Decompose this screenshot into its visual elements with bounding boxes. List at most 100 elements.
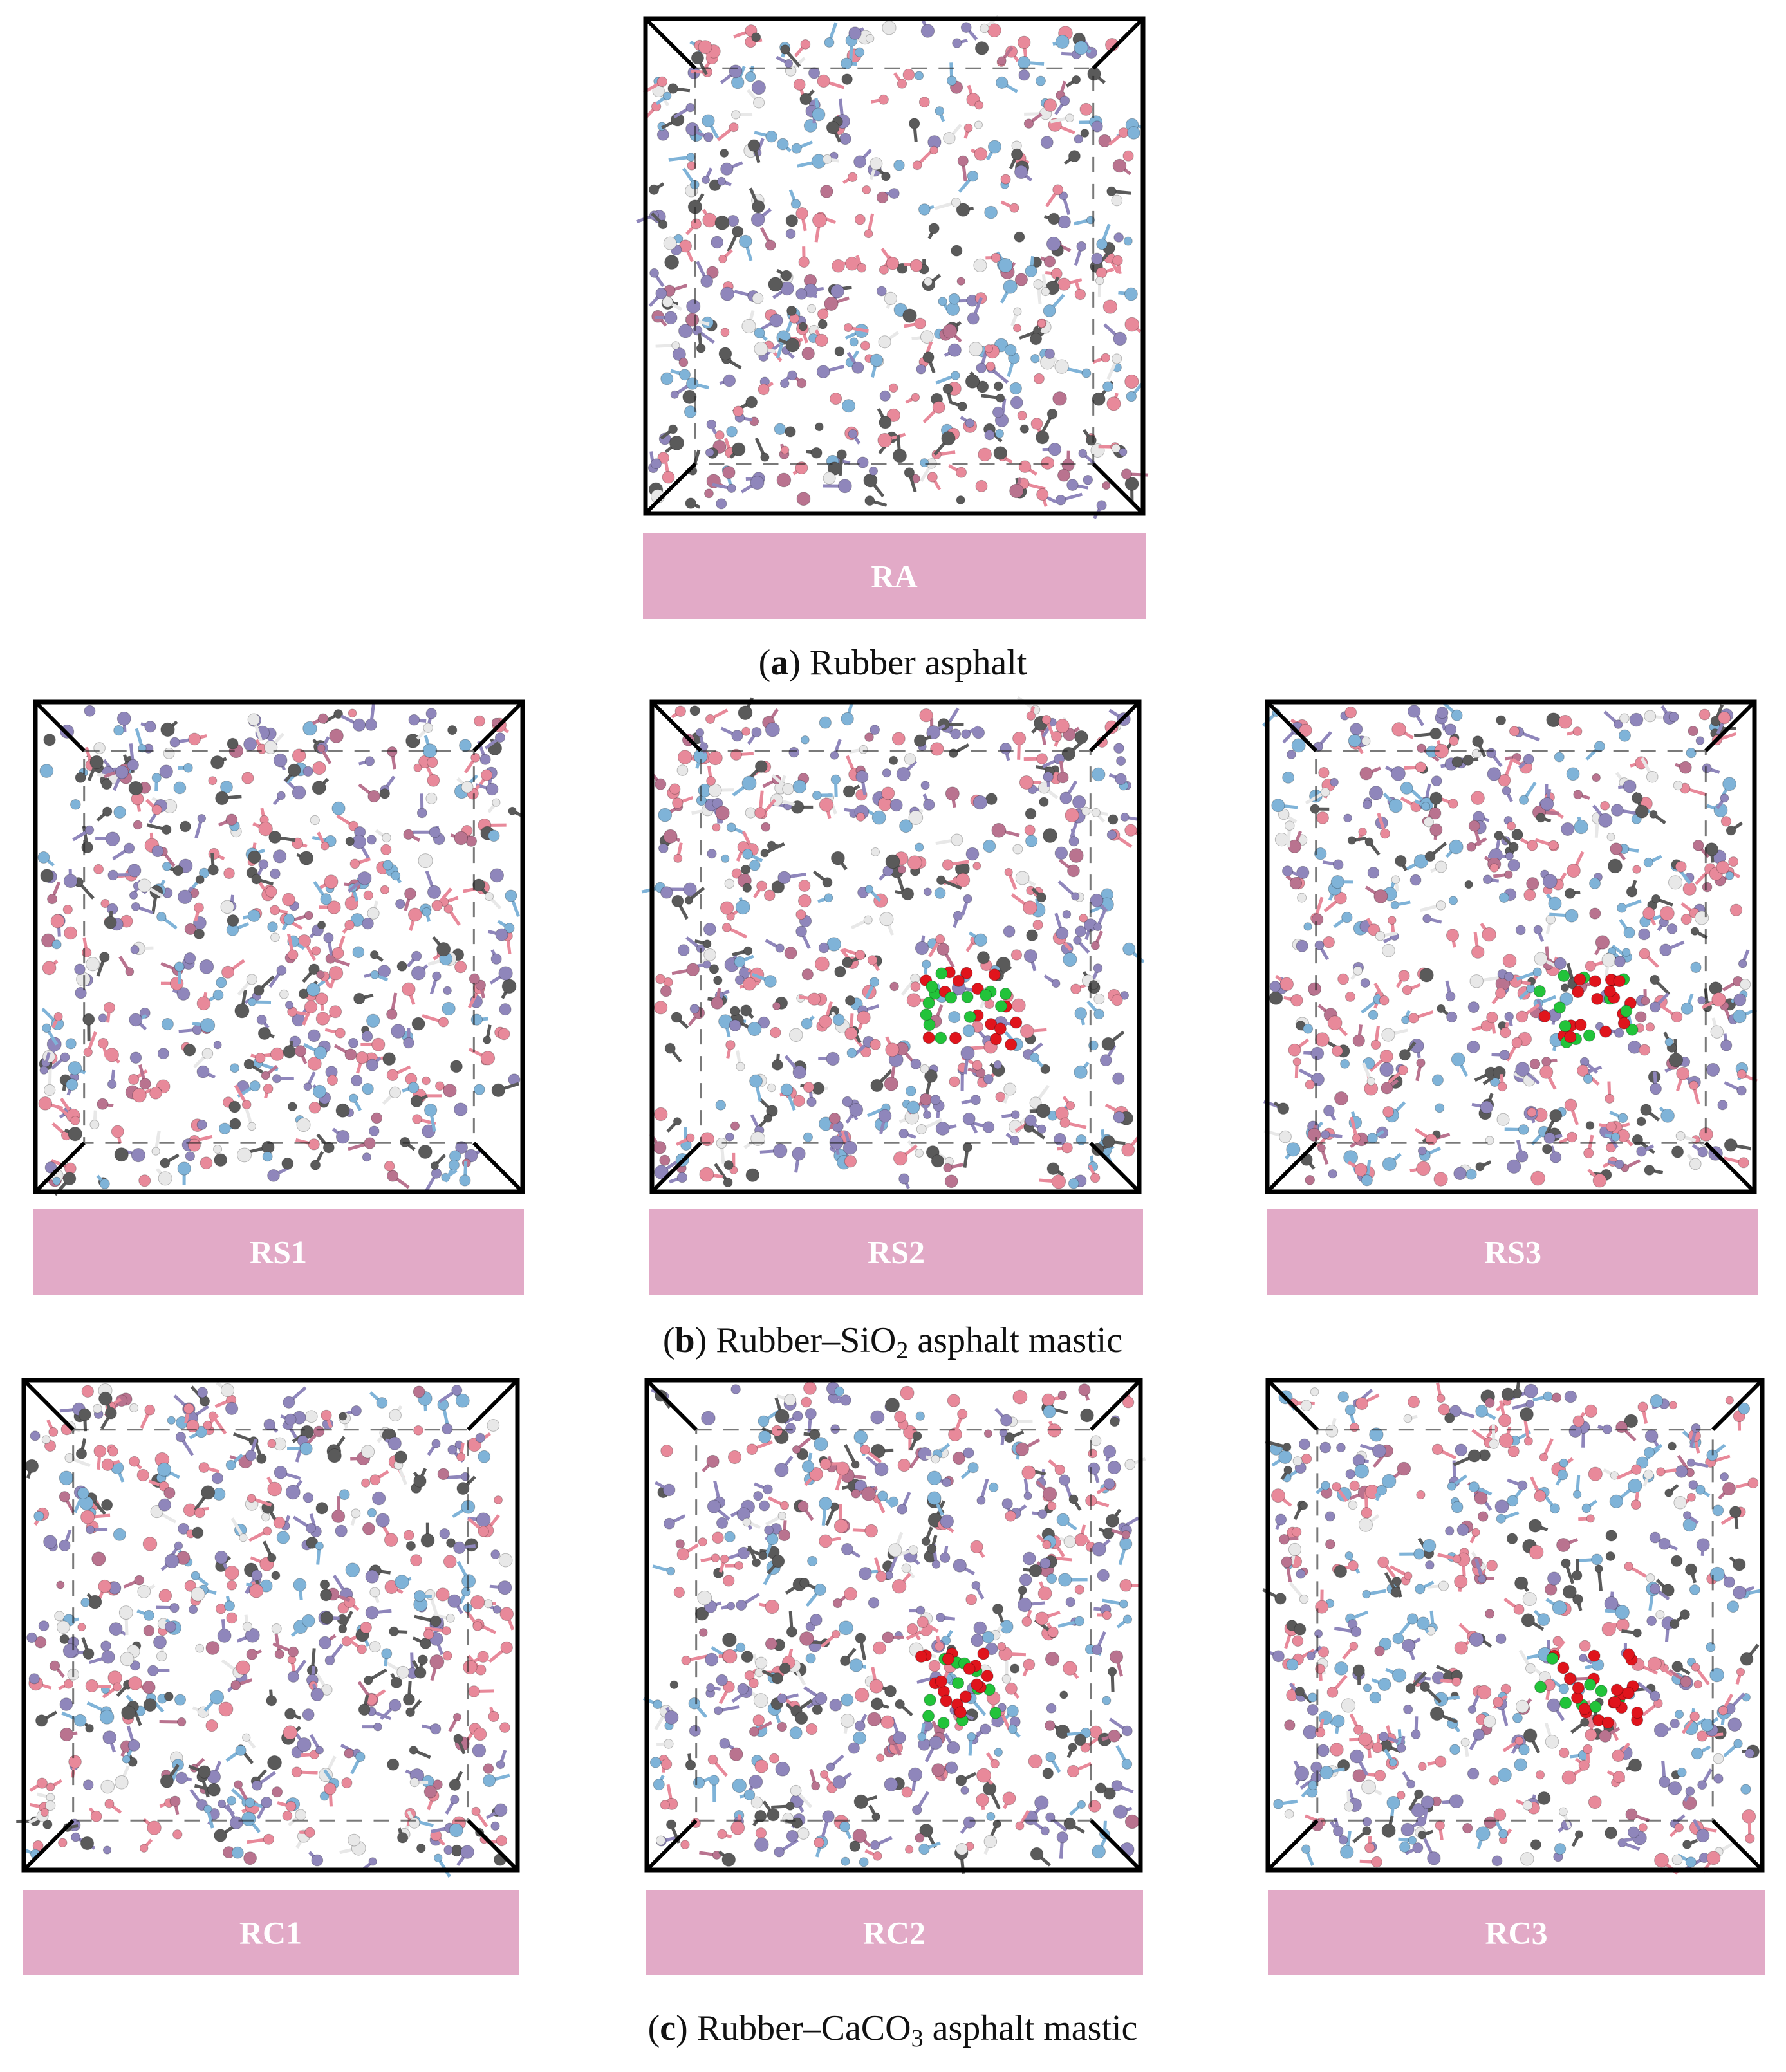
atom xyxy=(266,1695,277,1707)
atom xyxy=(341,1777,353,1789)
atom xyxy=(683,882,697,896)
atom xyxy=(882,1631,894,1643)
atom xyxy=(198,1765,211,1779)
atom xyxy=(985,793,998,805)
atom xyxy=(223,867,235,880)
atom xyxy=(671,341,680,350)
atom xyxy=(1533,925,1543,935)
atom xyxy=(833,1519,848,1533)
atom xyxy=(775,943,785,953)
atom xyxy=(974,41,989,55)
atom xyxy=(806,1723,818,1735)
atom xyxy=(1733,993,1747,1006)
atom xyxy=(371,1037,386,1051)
atom xyxy=(753,1693,768,1708)
label-bar xyxy=(643,533,1146,619)
atom xyxy=(784,1394,797,1407)
atom xyxy=(747,139,761,152)
atom xyxy=(832,1629,841,1639)
atom xyxy=(498,966,513,981)
atom xyxy=(1121,1530,1131,1539)
atom xyxy=(409,1746,418,1755)
atom xyxy=(1010,1110,1020,1120)
atom xyxy=(1014,231,1025,243)
atom xyxy=(121,1705,136,1720)
atom xyxy=(75,1448,88,1459)
atom xyxy=(508,806,517,815)
atom xyxy=(324,874,339,889)
atom xyxy=(194,902,204,913)
atom xyxy=(287,1670,299,1683)
atom xyxy=(1623,779,1637,793)
atom xyxy=(807,304,816,313)
atom xyxy=(1496,1113,1510,1126)
atom xyxy=(1650,974,1660,985)
atom xyxy=(930,742,944,756)
atom xyxy=(1052,391,1067,406)
atom xyxy=(1279,1130,1292,1143)
atom xyxy=(864,495,875,506)
atom xyxy=(1316,811,1329,824)
atom xyxy=(1010,1136,1020,1146)
atom xyxy=(800,39,811,50)
atom xyxy=(1303,1023,1314,1034)
atom xyxy=(160,1158,171,1169)
box-edge xyxy=(33,700,86,752)
atom xyxy=(1074,1065,1088,1079)
atom xyxy=(658,219,668,230)
atom xyxy=(142,1680,156,1694)
atom xyxy=(976,362,987,373)
atom xyxy=(174,1541,183,1551)
atom xyxy=(1668,875,1683,890)
atom xyxy=(348,1037,358,1048)
atom xyxy=(1529,1059,1541,1069)
atom xyxy=(758,384,770,396)
atom xyxy=(442,1626,451,1636)
atom xyxy=(1639,1044,1651,1056)
atom xyxy=(382,833,391,843)
atom xyxy=(774,423,786,435)
atom xyxy=(198,867,210,879)
atom xyxy=(484,892,494,902)
atom xyxy=(1081,806,1091,816)
atom xyxy=(68,1061,82,1075)
atom xyxy=(475,1432,485,1443)
atom xyxy=(714,215,730,230)
atom xyxy=(276,1531,290,1544)
atom xyxy=(860,340,870,351)
atom xyxy=(469,973,480,985)
atom xyxy=(1030,1847,1044,1861)
atom xyxy=(872,1851,882,1861)
atom xyxy=(884,291,897,305)
atom xyxy=(965,374,980,389)
atom xyxy=(1308,982,1321,996)
atom xyxy=(1113,232,1124,243)
atom xyxy=(764,975,777,988)
atom xyxy=(386,1069,399,1082)
atom xyxy=(1706,1062,1720,1077)
atom xyxy=(974,147,988,161)
atom xyxy=(1666,923,1678,934)
atom xyxy=(281,1157,294,1170)
atom xyxy=(1366,1133,1378,1144)
atom xyxy=(1540,797,1554,811)
atom xyxy=(1640,1104,1652,1116)
atom xyxy=(847,172,858,182)
atom xyxy=(819,716,832,729)
atom xyxy=(245,1797,256,1808)
atom xyxy=(137,878,152,893)
atom xyxy=(133,820,143,830)
atom xyxy=(923,799,935,811)
atom xyxy=(403,829,414,840)
atom xyxy=(1032,920,1043,930)
atom xyxy=(915,1411,925,1421)
atom xyxy=(702,114,715,127)
atom xyxy=(814,956,830,972)
atom xyxy=(711,996,724,1010)
atom xyxy=(767,1083,776,1093)
atom xyxy=(98,1579,112,1593)
atom xyxy=(1054,359,1069,374)
atom xyxy=(711,1553,720,1562)
atom xyxy=(662,91,672,100)
atom xyxy=(839,133,851,145)
